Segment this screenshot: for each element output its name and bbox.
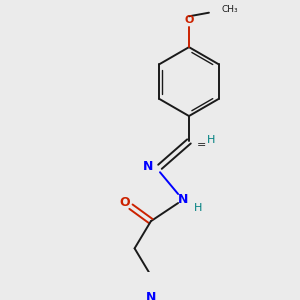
- Text: N: N: [143, 160, 154, 173]
- Text: =: =: [197, 140, 206, 150]
- Text: O: O: [184, 15, 194, 25]
- Text: O: O: [119, 196, 130, 208]
- Text: N: N: [178, 193, 189, 206]
- Text: N: N: [146, 291, 156, 300]
- Text: H: H: [206, 135, 215, 145]
- Text: H: H: [194, 203, 202, 214]
- Text: CH₃: CH₃: [222, 5, 238, 14]
